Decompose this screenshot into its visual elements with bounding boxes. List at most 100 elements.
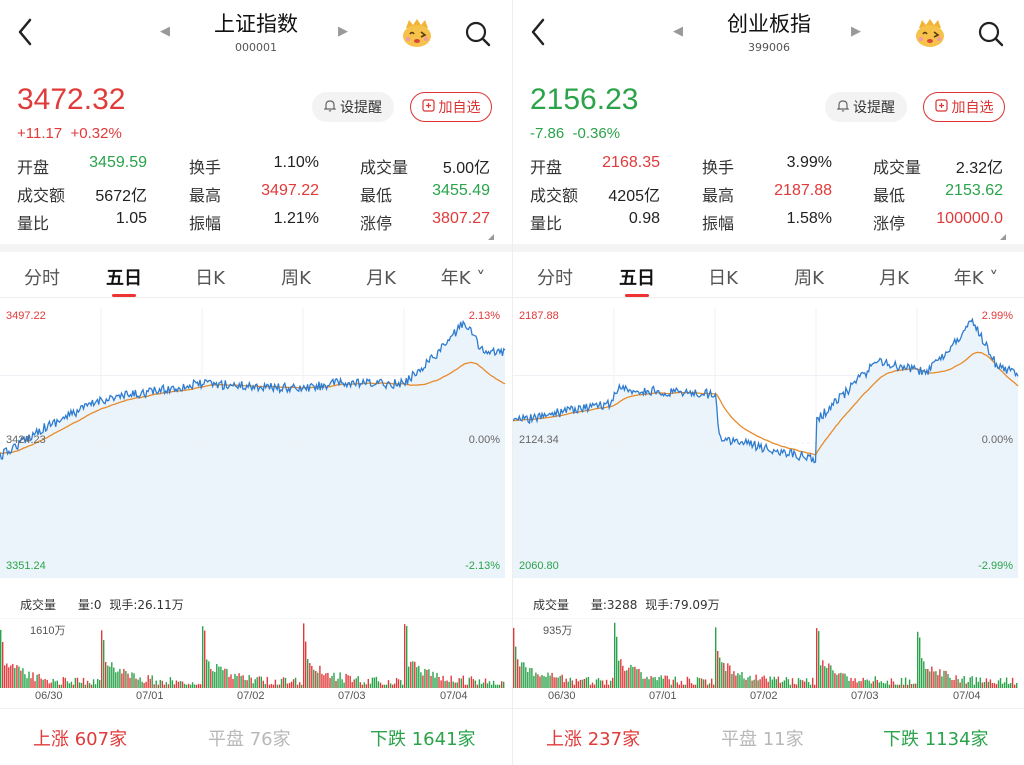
active-tab-indicator xyxy=(625,294,649,297)
set-alert-button[interactable]: 设提醒 xyxy=(825,92,907,122)
decliners: 下跌 1134家 xyxy=(883,729,989,750)
index-panel: ◀ 创业板指 399006 ▶ 2156.23 -7.86 -0.36% xyxy=(512,0,1024,765)
back-arrow-icon[interactable] xyxy=(14,16,42,48)
divider xyxy=(513,244,1024,252)
bell-icon xyxy=(323,99,337,116)
stat-label: 振幅 xyxy=(702,214,735,233)
tab-4[interactable]: 月K xyxy=(879,268,909,289)
index-title: 创业板指 xyxy=(727,12,811,36)
stat-value: 1.05 xyxy=(115,210,147,227)
price-area xyxy=(513,319,1018,578)
volume-chart[interactable]: 935万 xyxy=(513,617,1024,690)
chart-low-pct-label: -2.99% xyxy=(978,560,1013,572)
previous-index-icon[interactable]: ◀ xyxy=(673,24,683,39)
date-axis: 06/30 07/01 07/02 07/03 07/04 xyxy=(513,690,1024,706)
tab-3[interactable]: 周K xyxy=(794,268,824,289)
tab-4[interactable]: 月K xyxy=(366,268,396,289)
volume-label: 成交量 xyxy=(533,598,570,612)
price-change: +11.17 +0.32% xyxy=(17,125,122,142)
volume-header: 成交量 量:3288 现手:79.09万 xyxy=(533,596,738,613)
market-breadth: 上涨 237家 平盘 11家 下跌 1134家 xyxy=(513,708,1024,765)
stats-row: 量比 1.05 振幅 1.21% 涨停 3807.27 xyxy=(17,210,497,238)
expand-corner-icon[interactable] xyxy=(1000,234,1006,240)
chart-low-label: 2060.80 xyxy=(519,560,559,572)
stat-value: 3.99% xyxy=(786,154,832,171)
search-icon[interactable] xyxy=(464,20,492,48)
tab-5[interactable]: 年K ˅ xyxy=(440,268,486,289)
stats-grid: 开盘 2168.35 换手 3.99% 成交量 2.32亿 成交额 4205亿 最高 2187.8… xyxy=(530,154,1010,238)
stat-label: 最高 xyxy=(189,186,222,205)
volume-turnover: 现手:79.09万 xyxy=(645,598,720,612)
stat-value: 3497.22 xyxy=(261,182,319,199)
search-icon[interactable] xyxy=(977,20,1005,48)
tab-0[interactable]: 分时 xyxy=(537,268,573,289)
stat-value: 3807.27 xyxy=(432,210,490,227)
stat-value: 1.58% xyxy=(786,210,832,227)
volume-chart[interactable]: 1610万 xyxy=(0,617,512,690)
date-label: 07/02 xyxy=(750,690,778,702)
stat-value: 0.98 xyxy=(628,210,660,227)
header: ◀ 上证指数 000001 ▶ xyxy=(0,0,512,70)
mascot-icon[interactable] xyxy=(913,16,947,48)
unchanged: 平盘 11家 xyxy=(721,729,804,750)
stat-label: 量比 xyxy=(530,214,563,233)
stat-value: 2187.88 xyxy=(774,182,832,199)
add-watchlist-button[interactable]: 加自选 xyxy=(410,92,492,122)
volume-max-label: 1610万 xyxy=(30,625,66,637)
tab-5[interactable]: 年K ˅ xyxy=(953,268,999,289)
tab-0[interactable]: 分时 xyxy=(24,268,60,289)
stats-row: 成交额 4205亿 最高 2187.88 最低 2153.62 xyxy=(530,182,1010,210)
chart-baseline-pct-label: 0.00% xyxy=(468,434,500,446)
stat-value: 1.10% xyxy=(273,154,319,171)
stat-label: 成交量 xyxy=(873,158,922,177)
date-label: 07/02 xyxy=(237,690,265,702)
date-label: 07/04 xyxy=(953,690,981,702)
stats-grid: 开盘 3459.59 换手 1.10% 成交量 5.00亿 成交额 5672亿 最高 3497.2… xyxy=(17,154,497,238)
index-code: 399006 xyxy=(748,41,790,54)
five-day-chart[interactable]: 3497.22 3424.23 3351.24 2.13% 0.00% -2.13% xyxy=(0,300,512,585)
add-watchlist-button[interactable]: 加自选 xyxy=(923,92,1005,122)
add-watchlist-label: 加自选 xyxy=(951,100,994,116)
stat-label: 振幅 xyxy=(189,214,222,233)
price-line xyxy=(0,319,506,460)
stats-row: 量比 0.98 振幅 1.58% 涨停 100000.0 xyxy=(530,210,1010,238)
stat-value: 5.00亿 xyxy=(442,160,490,177)
next-index-icon[interactable]: ▶ xyxy=(851,24,861,39)
back-arrow-icon[interactable] xyxy=(527,16,555,48)
expand-corner-icon[interactable] xyxy=(488,234,494,240)
plus-box-icon xyxy=(421,98,435,116)
volume-label: 成交量 xyxy=(20,598,57,612)
stat-label: 开盘 xyxy=(17,158,50,177)
mascot-icon[interactable] xyxy=(400,16,434,48)
stat-label: 开盘 xyxy=(530,158,563,177)
five-day-chart[interactable]: 2187.88 2124.34 2060.80 2.99% 0.00% -2.99% xyxy=(513,300,1024,585)
date-label: 07/03 xyxy=(338,690,366,702)
date-label: 06/30 xyxy=(35,690,63,702)
active-tab-indicator xyxy=(112,294,136,297)
date-label: 07/01 xyxy=(649,690,677,702)
header: ◀ 创业板指 399006 ▶ xyxy=(513,0,1024,70)
bell-icon xyxy=(836,99,850,116)
stat-label: 最低 xyxy=(360,186,393,205)
date-label: 07/03 xyxy=(851,690,879,702)
tab-1[interactable]: 五日 xyxy=(619,268,655,289)
tab-2[interactable]: 日K xyxy=(708,268,738,289)
set-alert-button[interactable]: 设提醒 xyxy=(312,92,394,122)
tab-2[interactable]: 日K xyxy=(195,268,225,289)
chart-low-label: 3351.24 xyxy=(6,560,46,572)
price-line xyxy=(513,317,1019,464)
previous-index-icon[interactable]: ◀ xyxy=(160,24,170,39)
volume-amount: 量:3288 xyxy=(590,598,638,612)
volume-amount: 量:0 xyxy=(77,598,102,612)
stat-label: 成交量 xyxy=(360,158,409,177)
tab-3[interactable]: 周K xyxy=(281,268,311,289)
date-label: 07/01 xyxy=(136,690,164,702)
chart-baseline-label: 3424.23 xyxy=(6,434,46,446)
next-index-icon[interactable]: ▶ xyxy=(338,24,348,39)
index-code: 000001 xyxy=(235,41,277,54)
unchanged: 平盘 76家 xyxy=(208,729,291,750)
advancers: 上涨 237家 xyxy=(546,729,641,750)
stat-label: 成交额 xyxy=(17,186,66,205)
current-price: 2156.23 xyxy=(530,83,639,116)
tab-1[interactable]: 五日 xyxy=(106,268,142,289)
